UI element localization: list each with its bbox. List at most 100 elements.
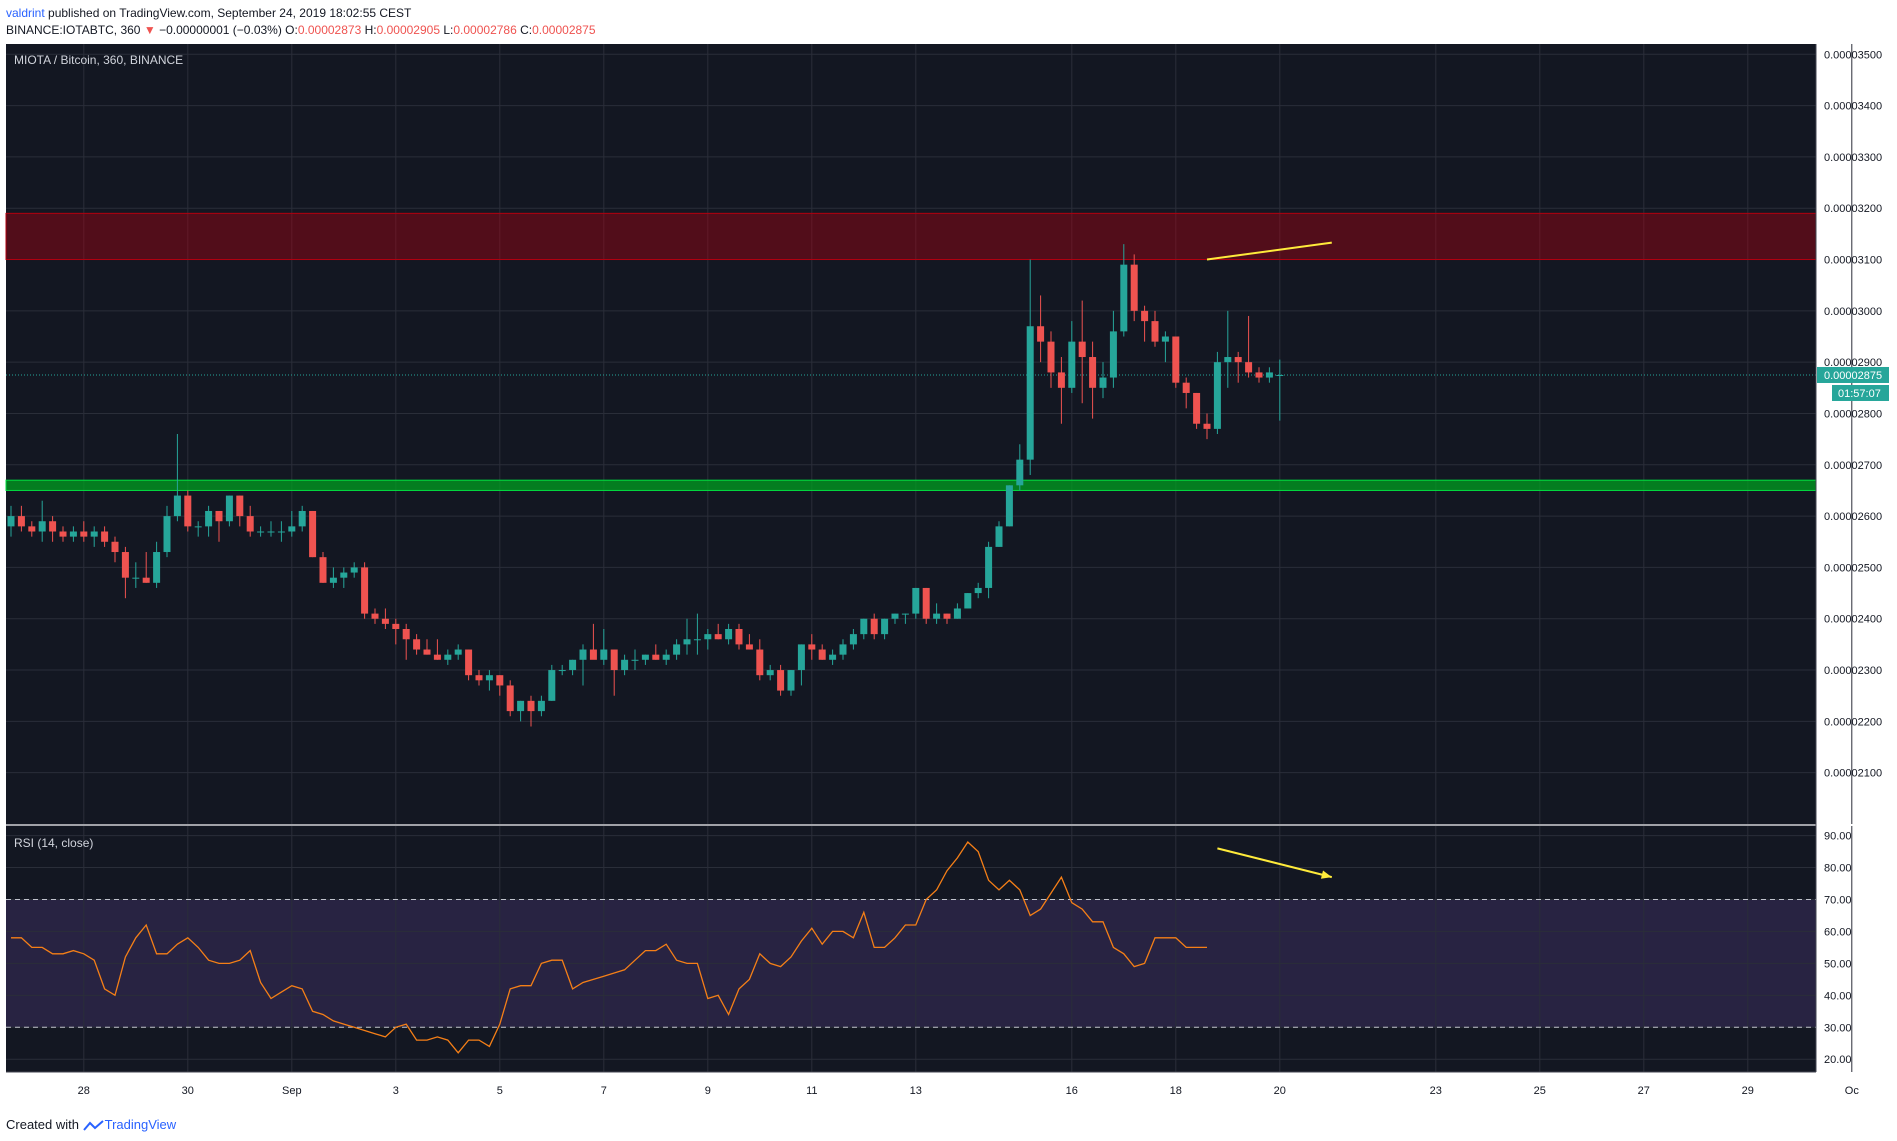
candle <box>350 562 358 578</box>
candle <box>818 644 826 660</box>
publish-text: published on TradingView.com, September … <box>48 6 412 20</box>
candle <box>756 639 764 681</box>
candle <box>808 634 816 660</box>
candle <box>121 546 129 599</box>
time-tick-label: 30 <box>182 1085 194 1097</box>
close-value: 0.00002875 <box>532 23 596 37</box>
time-tick-label: 7 <box>601 1085 607 1097</box>
candle <box>90 526 98 547</box>
low-value: 0.00002786 <box>453 23 517 37</box>
candle <box>205 505 213 537</box>
candle <box>267 521 275 537</box>
candle <box>621 654 629 676</box>
candle <box>28 521 36 537</box>
candle <box>1078 300 1086 404</box>
candle <box>142 552 150 583</box>
price-marker: 0.00002875 01:57:07 <box>1817 366 1889 401</box>
candle <box>787 670 795 696</box>
candle <box>194 521 202 537</box>
price-tick-label: 0.00002900 <box>1824 357 1882 369</box>
time-tick-label: 20 <box>1274 1085 1286 1097</box>
publish-info: valdrint published on TradingView.com, S… <box>6 6 411 20</box>
arrowhead-icon <box>1320 870 1332 879</box>
candle <box>257 526 265 537</box>
rsi-tick-label: 80.00 <box>1824 863 1852 875</box>
candle <box>163 505 171 558</box>
time-tick-label: 13 <box>910 1085 922 1097</box>
candle <box>340 567 348 588</box>
candle <box>870 613 878 640</box>
time-tick-label: 28 <box>78 1085 90 1097</box>
rsi-trendline[interactable] <box>1217 847 1333 879</box>
candle <box>59 526 67 542</box>
open-value: 0.00002873 <box>297 23 362 37</box>
candle <box>985 541 993 599</box>
candle <box>1255 367 1263 383</box>
time-tick-label: 27 <box>1638 1085 1650 1097</box>
candle <box>329 567 337 588</box>
footer: Created with TradingView <box>0 1104 1897 1141</box>
candle <box>80 521 88 542</box>
time-tick-label: Oc <box>1845 1085 1860 1097</box>
price-trendline[interactable] <box>1206 241 1332 261</box>
candle <box>392 618 400 645</box>
candle <box>506 680 514 717</box>
candle <box>1203 413 1211 440</box>
rsi-pane[interactable]: RSI (14, close) <box>6 826 1853 1072</box>
candle <box>829 649 837 665</box>
candle <box>693 613 701 655</box>
price-tick-label: 0.00003100 <box>1824 255 1882 267</box>
candle <box>49 516 57 542</box>
candle <box>1026 259 1034 476</box>
candle <box>912 587 920 619</box>
candle <box>1234 351 1242 383</box>
price-tick-label: 0.00002800 <box>1824 408 1882 420</box>
candle <box>132 562 140 588</box>
candle <box>433 639 441 660</box>
price-tick-label: 0.00002100 <box>1824 768 1882 780</box>
candle <box>704 629 712 650</box>
candle <box>1120 244 1128 337</box>
chart-area[interactable]: MIOTA / Bitcoin, 360, BINANCE RSI (14, c… <box>0 44 1897 1104</box>
change-value: −0.00000001 (−0.03%) <box>159 23 282 37</box>
candle <box>683 618 691 655</box>
candle <box>673 639 681 660</box>
time-tick-label: 3 <box>393 1085 399 1097</box>
time-axis[interactable]: 28 30 Sep 3 5 7 9 11 13 16 18 20 23 25 27 29 Oc <box>78 1085 1860 1097</box>
candle <box>631 649 639 671</box>
candle <box>537 695 545 717</box>
symbol-label: BINANCE:IOTABTC, 360 <box>6 23 141 37</box>
rsi-axis[interactable]: 90.00 80.00 70.00 60.00 50.00 40.00 30.00 20.00 <box>1824 831 1852 1067</box>
candle <box>953 603 961 619</box>
candle <box>246 505 254 537</box>
candle <box>1047 331 1055 388</box>
candle <box>714 623 722 640</box>
tradingview-link[interactable]: TradingView <box>104 1117 177 1132</box>
pane-title: MIOTA / Bitcoin, 360, BINANCE <box>14 53 183 67</box>
candle <box>1224 310 1232 388</box>
candle <box>1037 295 1045 363</box>
high-label: H: <box>364 23 377 37</box>
rsi-grid <box>6 826 1853 1072</box>
author-link[interactable]: valdrint <box>6 6 45 20</box>
high-value: 0.00002905 <box>376 23 440 37</box>
candle <box>766 664 774 681</box>
candle <box>610 649 618 696</box>
candle <box>517 700 525 722</box>
candle <box>641 654 649 665</box>
time-tick-label: 11 <box>806 1085 817 1097</box>
candle <box>901 613 909 624</box>
price-axis[interactable]: 0.00003500 0.00003400 0.00003300 0.00003200… <box>1824 49 1882 779</box>
time-tick-label: 18 <box>1170 1085 1182 1097</box>
candle <box>1213 351 1221 434</box>
price-pane[interactable]: MIOTA / Bitcoin, 360, BINANCE <box>5 44 1853 824</box>
tradingview-logo-icon <box>82 1119 104 1131</box>
candle <box>288 510 296 537</box>
candle <box>485 670 493 691</box>
candle <box>964 593 972 609</box>
candle <box>444 649 452 665</box>
candle <box>371 608 379 624</box>
candle <box>1005 485 1013 527</box>
change-down-icon: ▼ <box>143 23 156 37</box>
chart-header: valdrint published on TradingView.com, S… <box>0 0 1897 44</box>
